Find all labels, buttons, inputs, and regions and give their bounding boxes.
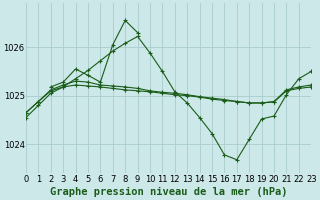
X-axis label: Graphe pression niveau de la mer (hPa): Graphe pression niveau de la mer (hPa) bbox=[50, 186, 287, 197]
